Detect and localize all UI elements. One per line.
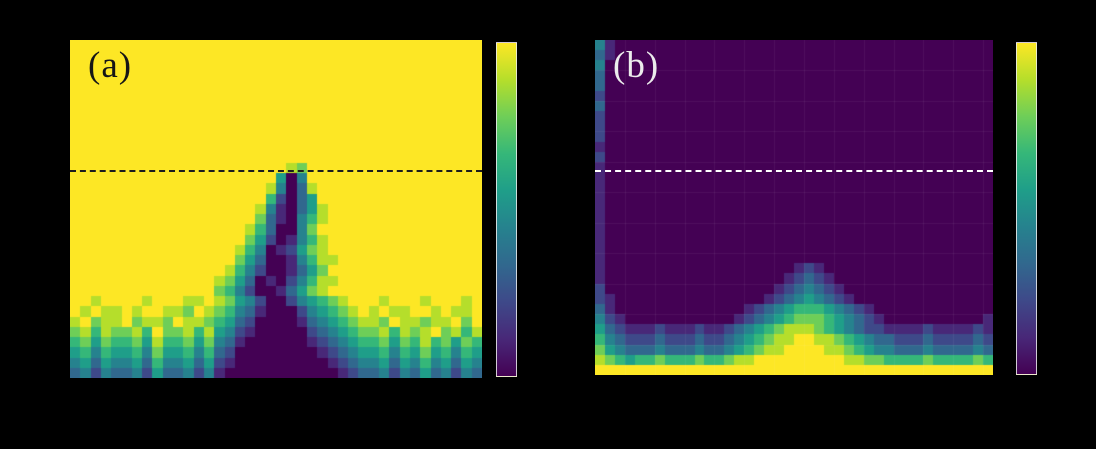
heatmap-panel-a: (a)	[70, 40, 482, 378]
panel-label-b: (b)	[613, 45, 660, 86]
heatmap-b	[595, 40, 993, 375]
colorbar-b	[1016, 42, 1037, 375]
heatmap-panel-b: (b)	[595, 40, 993, 375]
heatmap-a	[70, 40, 482, 378]
dashed-line-b	[595, 169, 993, 172]
panel-label-a: (a)	[88, 45, 133, 86]
colorbar-a	[496, 42, 517, 377]
dashed-line-a	[70, 170, 482, 173]
